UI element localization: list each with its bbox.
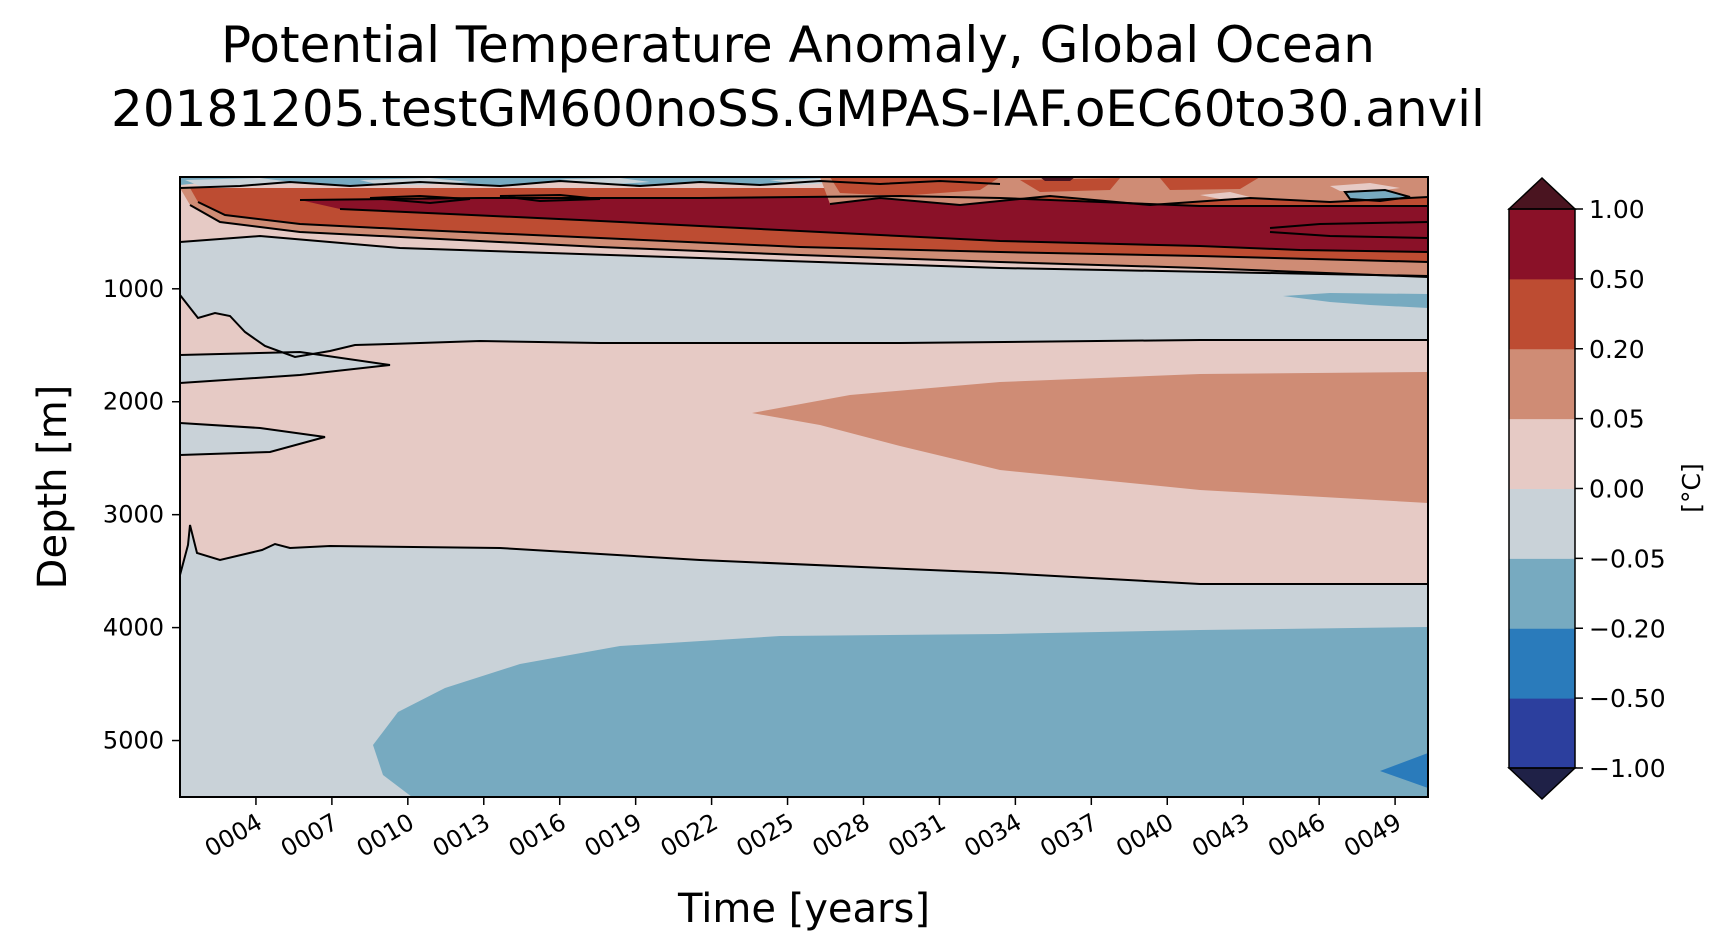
region-mid-depth-warming [752,372,1428,503]
y-tick-label: 3000 [103,501,164,529]
chart-title-line2: 20181205.testGM600noSS.GMPAS-IAF.oEC60to… [111,80,1485,138]
x-tick-label: 0031 [884,808,951,863]
chart-title-line1: Potential Temperature Anomaly, Global Oc… [221,16,1375,74]
colorbar-tick-label: 0.20 [1589,335,1645,364]
region-abyssal-strong-cooling [1380,753,1428,788]
x-tick-label: 0010 [352,808,419,863]
colorbar-tick-label: 1.00 [1589,195,1645,224]
region-cooling-tongue-1600m [180,352,390,383]
colorbar-segment [1509,628,1575,699]
x-tick-label: 0049 [1339,808,1406,863]
colorbar-segment [1509,278,1575,350]
colorbar: −1.00 −0.50 −0.20 −0.05 0.00 0.05 0.20 0.50 1.00 [1507,176,1666,801]
x-axis-ticks: 0004 0007 0010 0013 0016 0019 0022 0025 0028 0031… [200,797,1406,863]
x-tick-label: 0007 [276,808,343,863]
colorbar-tick-label: 0.50 [1589,265,1645,294]
region-cooling-patch-1000m [1283,293,1428,308]
x-tick-label: 0037 [1035,808,1102,863]
colorbar-segment [1509,488,1575,559]
region-cooling-tongue-2200m [180,423,325,455]
x-tick-label: 0013 [428,808,495,863]
y-axis-ticks: 1000 2000 3000 4000 5000 [103,275,180,755]
colorbar-tick-label: −1.00 [1589,754,1666,783]
x-tick-label: 0043 [1187,808,1254,863]
colorbar-segment [1509,348,1575,420]
colorbar-tick-label: 0.00 [1589,475,1645,504]
contour-lines [180,179,1428,585]
x-tick-label: 0019 [580,808,647,863]
region-upper-warming-strong [300,196,1428,252]
region-upper-slight-cooling [180,236,1428,357]
x-tick-label: 0034 [959,808,1026,863]
region-abyssal-cooling [373,627,1428,797]
x-tick-label: 0016 [504,808,571,863]
x-axis-label: Time [years] [677,886,930,932]
colorbar-tick-label: −0.20 [1589,614,1666,643]
x-tick-label: 0028 [808,808,875,863]
colorbar-segment [1509,418,1575,489]
y-tick-label: 1000 [103,275,164,303]
y-axis-label: Depth [m] [30,385,76,590]
colorbar-over-arrow [1507,176,1577,210]
plot-area [180,177,1428,797]
y-tick-label: 4000 [103,614,164,642]
x-tick-label: 0040 [1111,808,1178,863]
colorbar-tick-label: −0.50 [1589,684,1666,713]
x-tick-label: 0004 [200,808,267,863]
colorbar-segment [1509,558,1575,629]
colorbar-under-arrow [1507,767,1577,801]
y-tick-label: 5000 [103,727,164,755]
colorbar-tick-label: 0.05 [1589,405,1645,434]
plot-frame [179,176,1429,798]
colorbar-label: [°C] [1677,463,1706,512]
x-tick-label: 0022 [656,808,723,863]
colorbar-segment [1509,209,1575,280]
x-tick-label: 0025 [732,808,799,863]
colorbar-tick-label: −0.05 [1589,544,1666,573]
colorbar-segment [1509,698,1575,769]
y-tick-label: 2000 [103,388,164,416]
x-tick-label: 0046 [1263,808,1330,863]
